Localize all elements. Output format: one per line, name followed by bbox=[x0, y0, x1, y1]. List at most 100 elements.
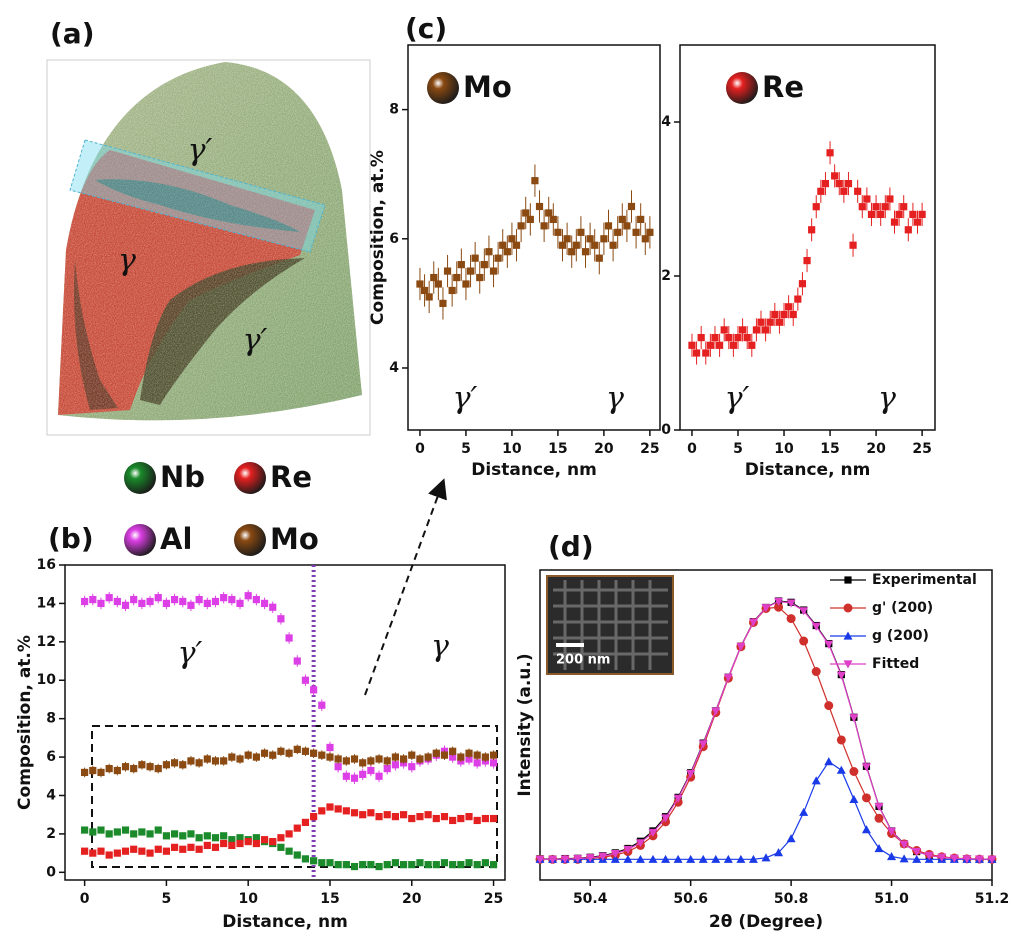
data-point bbox=[211, 597, 220, 606]
legend-label: Re bbox=[270, 460, 312, 494]
phase-label: γ′ bbox=[243, 323, 268, 358]
scale-label: 200 nm bbox=[556, 653, 610, 668]
y-tick-label: 2 bbox=[46, 826, 56, 842]
data-point bbox=[162, 761, 171, 769]
data-point bbox=[586, 235, 594, 243]
data-point bbox=[598, 852, 608, 861]
data-point bbox=[293, 657, 301, 665]
data-point bbox=[711, 334, 719, 342]
data-point bbox=[473, 759, 481, 767]
data-point bbox=[774, 597, 784, 607]
data-point bbox=[904, 226, 912, 234]
data-point bbox=[808, 226, 816, 234]
data-point bbox=[293, 851, 301, 859]
data-point bbox=[408, 814, 416, 823]
legend-label: Re bbox=[762, 70, 804, 104]
data-point bbox=[285, 634, 293, 642]
data-point bbox=[170, 843, 179, 851]
data-point bbox=[811, 622, 821, 631]
data-point bbox=[89, 849, 97, 857]
data-point bbox=[342, 772, 350, 780]
data-point bbox=[105, 764, 113, 773]
data-point bbox=[89, 766, 97, 775]
data-point bbox=[697, 334, 705, 342]
data-point bbox=[416, 280, 424, 288]
data-point bbox=[277, 747, 285, 755]
data-point bbox=[81, 768, 89, 777]
data-point bbox=[439, 299, 447, 307]
data-point bbox=[203, 832, 211, 840]
y-tick-label: 6 bbox=[389, 231, 399, 247]
data-point bbox=[489, 861, 498, 869]
data-point bbox=[734, 334, 742, 342]
data-point bbox=[499, 241, 507, 249]
panel-label: (a) bbox=[50, 17, 95, 50]
data-point bbox=[416, 859, 424, 867]
data-point bbox=[775, 318, 784, 326]
data-point bbox=[508, 235, 516, 243]
data-point bbox=[761, 853, 771, 862]
y-tick-label: 16 bbox=[37, 557, 56, 573]
y-tick-label: 8 bbox=[389, 102, 399, 118]
data-point bbox=[585, 854, 595, 863]
data-point bbox=[277, 834, 285, 842]
data-point bbox=[581, 248, 590, 256]
x-tick-label: 25 bbox=[640, 441, 659, 457]
data-point bbox=[725, 334, 733, 342]
data-point bbox=[416, 755, 424, 763]
data-point bbox=[89, 828, 97, 836]
data-point bbox=[310, 813, 318, 821]
data-point bbox=[648, 854, 658, 863]
data-point bbox=[432, 814, 440, 823]
tem-inset: 200 nm bbox=[546, 575, 674, 675]
data-point bbox=[301, 818, 310, 826]
data-point bbox=[334, 763, 342, 771]
data-point bbox=[113, 828, 121, 836]
legend-swatch bbox=[427, 72, 459, 104]
data-point bbox=[736, 642, 746, 651]
data-point bbox=[811, 776, 821, 785]
data-point bbox=[849, 241, 857, 249]
data-point bbox=[465, 813, 473, 821]
data-point bbox=[326, 803, 334, 811]
x-tick-label: 15 bbox=[320, 891, 339, 907]
data-point bbox=[900, 203, 908, 211]
data-point bbox=[673, 794, 683, 803]
data-point bbox=[824, 701, 834, 711]
data-point bbox=[301, 855, 310, 863]
data-point bbox=[408, 763, 416, 771]
data-point bbox=[220, 839, 228, 848]
data-point bbox=[154, 826, 162, 834]
data-point bbox=[766, 318, 774, 326]
panel-label: (c) bbox=[405, 12, 447, 45]
data-point bbox=[179, 845, 187, 853]
data-point bbox=[720, 326, 728, 334]
x-tick-label: 50.8 bbox=[774, 891, 809, 907]
data-point bbox=[771, 310, 779, 319]
data-point bbox=[138, 847, 146, 855]
data-point bbox=[840, 187, 848, 195]
data-point bbox=[899, 840, 909, 849]
x-tick-label: 0 bbox=[80, 891, 90, 907]
legend-swatch bbox=[124, 462, 156, 494]
data-point bbox=[162, 832, 171, 840]
data-point bbox=[987, 855, 997, 864]
data-point bbox=[799, 636, 809, 646]
data-point bbox=[138, 761, 146, 769]
data-point bbox=[563, 235, 571, 243]
data-point bbox=[367, 809, 375, 817]
data-point bbox=[757, 318, 765, 326]
data-point bbox=[560, 855, 570, 864]
phase-label: γ bbox=[606, 381, 624, 416]
data-point bbox=[874, 813, 884, 823]
data-point bbox=[494, 254, 502, 262]
data-point bbox=[228, 836, 236, 844]
data-point bbox=[375, 813, 383, 821]
data-point bbox=[170, 759, 179, 767]
data-point bbox=[179, 832, 187, 840]
zoom-box bbox=[91, 725, 498, 868]
data-point bbox=[113, 766, 121, 775]
data-point bbox=[326, 753, 334, 761]
data-point bbox=[811, 667, 821, 677]
x-tick-label: 15 bbox=[820, 441, 839, 457]
